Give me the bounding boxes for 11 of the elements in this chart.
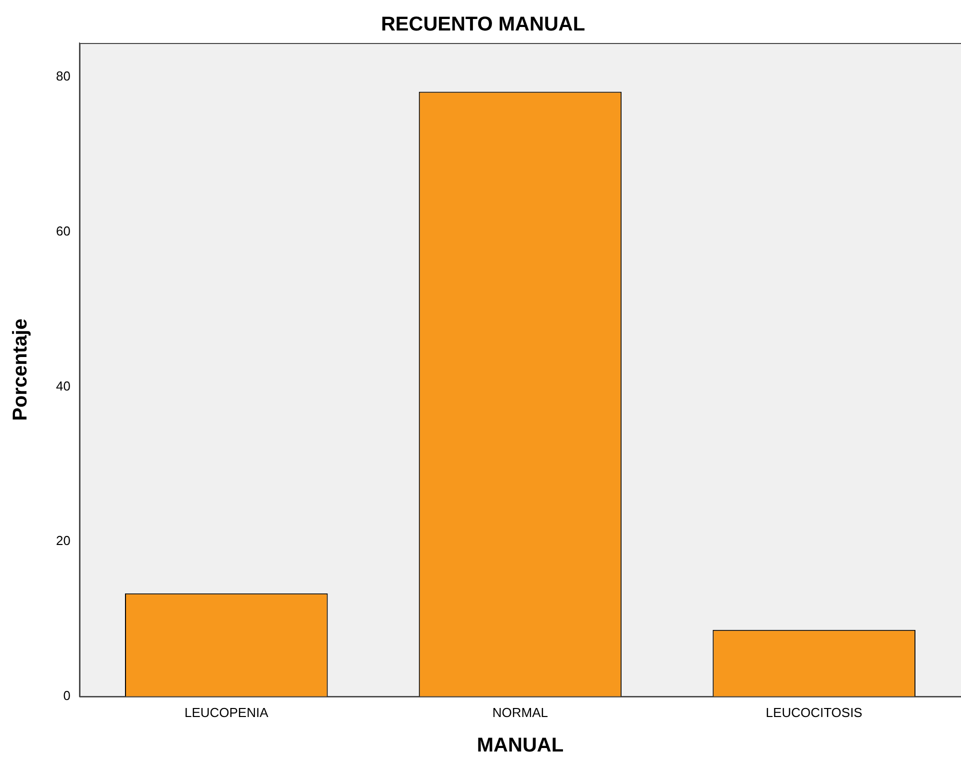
x-tick-label: LEUCOPENIA — [184, 704, 269, 720]
y-axis-title: Porcentaje — [10, 318, 32, 421]
x-axis-title: MANUAL — [476, 734, 564, 757]
y-tick-label: 80 — [56, 68, 70, 84]
y-tick-label: 20 — [56, 533, 70, 548]
chart-title: RECUENTO MANUAL — [380, 14, 586, 36]
y-tick-label: 0 — [63, 688, 70, 703]
x-tick-label: NORMAL — [492, 704, 548, 720]
x-tick-label: LEUCOCITOSIS — [766, 704, 863, 720]
y-tick-label: 40 — [56, 378, 70, 394]
y-tick-label: 60 — [56, 223, 70, 238]
